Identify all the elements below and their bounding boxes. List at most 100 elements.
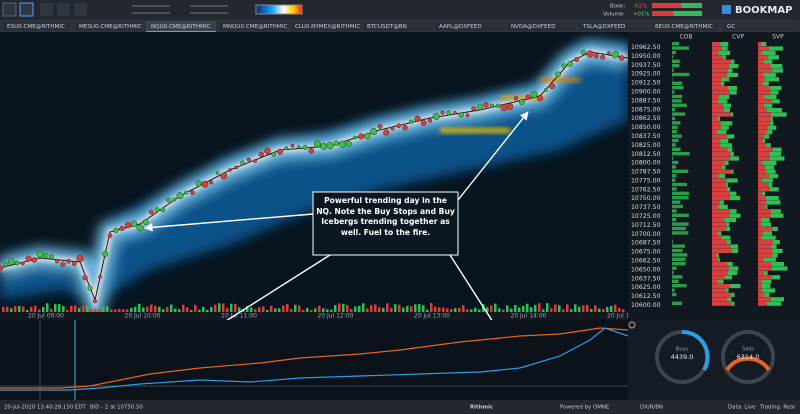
trade-dot [130, 220, 138, 227]
trade-dot [290, 143, 295, 148]
cvp-bar [730, 152, 734, 157]
svp-bar [766, 200, 781, 205]
tab-label[interactable]: BTCUSDT@BN [367, 24, 407, 30]
tool-button[interactable] [40, 3, 53, 16]
zoom-tool[interactable] [19, 2, 34, 17]
tab-label[interactable]: MNQU0.CME@RITHMIC [223, 24, 287, 30]
cvp-bar [712, 222, 727, 227]
volume-bar [354, 306, 357, 312]
cob-bar [672, 240, 673, 244]
cob-bar [672, 130, 678, 134]
svp-bar [772, 99, 780, 104]
tab-label[interactable]: 6EU0.CME@RITHMIC [655, 24, 713, 30]
iceberg-level [540, 78, 580, 82]
volume-bar [266, 309, 269, 312]
svp-bar [758, 160, 763, 165]
cvp-bar [722, 55, 726, 60]
tab-label[interactable]: TSLA@DXFEED [582, 24, 625, 30]
cvp-bar [712, 50, 719, 55]
svp-bar [758, 68, 773, 73]
svp-bar [758, 125, 768, 130]
volume-bar [398, 304, 401, 312]
svp-bar [761, 288, 776, 293]
trade-dot [149, 209, 154, 215]
svp-bar [758, 112, 771, 117]
volume-bars [2, 303, 625, 312]
tab-label[interactable]: ESU0.CME@RITHMIC [7, 24, 65, 30]
tab-label[interactable]: GC [727, 24, 735, 30]
cvp-bar [712, 112, 731, 117]
cursor-tool[interactable] [2, 2, 17, 17]
trade-dot [358, 133, 365, 140]
trade-dot [31, 257, 37, 263]
svp-bar [758, 134, 764, 139]
svp-bar [758, 187, 770, 192]
volume-bar [586, 304, 589, 312]
tool-button[interactable] [74, 3, 87, 16]
price-label: 10750.00 [631, 195, 661, 202]
trade-dot [302, 145, 308, 150]
price-label: 10962.50 [631, 44, 661, 51]
volume-bar [326, 309, 329, 312]
cob-bar [672, 275, 683, 279]
volume-bar [378, 307, 381, 312]
cob-bar [672, 279, 679, 283]
trade-dot [500, 103, 508, 112]
provider-note: Powered by OMNE [560, 405, 610, 411]
tab-label[interactable]: NVDA@DXFEED [511, 24, 555, 30]
time-label: 20 Jul 15:00 [607, 313, 643, 320]
cvp-bar [712, 240, 727, 245]
trade-dot [414, 115, 421, 123]
cob-bar [672, 200, 681, 204]
trade-dot [364, 132, 371, 140]
volume-bar [554, 304, 557, 312]
trade-dot [264, 147, 271, 155]
tab-label[interactable]: AAPL@DXFEED [439, 24, 482, 30]
cob-bar [672, 42, 680, 46]
settings-icon[interactable] [628, 321, 636, 329]
tab-label[interactable]: NQU0.CME@RITHMIC [151, 24, 211, 30]
svp-bar [758, 182, 769, 187]
volume-bar [478, 309, 481, 312]
cvp-bar [730, 284, 741, 289]
volume-bar [610, 306, 613, 312]
sells-line [0, 327, 629, 389]
tab-label[interactable]: MESU0.CME@RITHMIC [79, 24, 142, 30]
volume-bar [542, 309, 545, 312]
trade-dot [458, 112, 464, 118]
color-map[interactable] [255, 4, 303, 15]
volume-bar [538, 303, 541, 312]
price-label: 10875.00 [631, 106, 661, 113]
trade-dot [476, 103, 484, 111]
svp-bar [769, 152, 781, 157]
svp-bar [758, 108, 767, 113]
svp-bar [768, 46, 784, 51]
volume-bar [218, 303, 221, 312]
volume-bar [526, 303, 529, 312]
volume-bar [270, 305, 273, 312]
volume-bar [122, 309, 125, 312]
price-label: 10912.50 [631, 80, 661, 87]
svp-bar [758, 301, 767, 306]
trade-dot [246, 157, 251, 162]
svp-bar [769, 156, 785, 161]
price-label: 10600.00 [631, 302, 661, 309]
svp-bar [758, 147, 773, 152]
svp-bar [765, 204, 768, 209]
cvp-bar [712, 292, 732, 297]
svp-bar [770, 90, 779, 95]
volume-bar [258, 307, 261, 312]
cvp-bar [712, 169, 732, 174]
cvp-bar [717, 116, 721, 121]
price-label: 10762.50 [631, 186, 661, 193]
svp-bar [758, 90, 771, 95]
price-label: 10650.00 [631, 266, 661, 273]
volume-bar [566, 304, 569, 312]
tab-label[interactable]: CLU0.NYMEX@RITHMIC [295, 24, 360, 30]
volume-bar [522, 305, 525, 312]
volume-bar [582, 305, 585, 312]
trade-dot [489, 103, 495, 109]
svp-bar [758, 138, 763, 143]
trade-dot [277, 148, 283, 155]
tool-button[interactable] [57, 3, 70, 16]
